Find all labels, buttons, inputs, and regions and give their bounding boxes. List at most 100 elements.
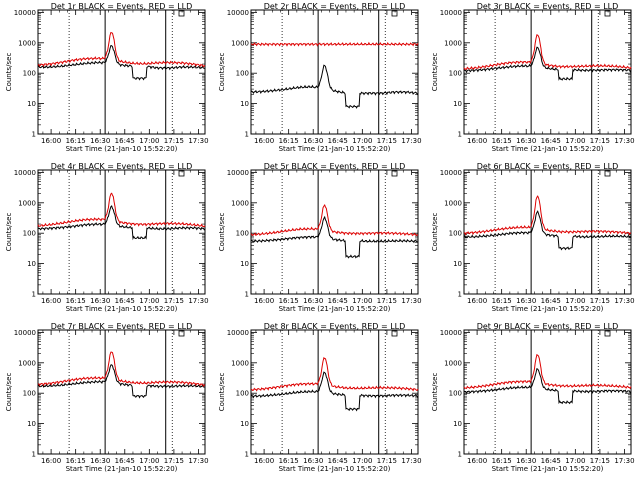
y-tick-label: 10 <box>453 100 462 108</box>
x-axis-label: Start Time (21-Jan-10 15:52:20) <box>279 145 391 153</box>
y-tick-label: 1 <box>458 451 462 459</box>
y-tick-label: 100 <box>236 230 249 238</box>
lld-series-line <box>250 41 419 47</box>
lld-series-line <box>250 356 419 392</box>
events-series-line <box>37 205 206 241</box>
y-tick-label: 1 <box>245 131 249 139</box>
x-axis-label: Start Time (21-Jan-10 15:52:20) <box>492 465 604 473</box>
x-tick-label: 16:30 <box>516 457 536 465</box>
x-tick-label: 16:30 <box>516 137 536 145</box>
y-tick-label: 100 <box>23 230 36 238</box>
x-tick-label: 16:15 <box>492 457 512 465</box>
detector-panel: Det 9r BLACK = Events, RED = LLD 1 10 100 10… <box>431 322 635 473</box>
y-tick-label: 1000 <box>444 199 462 207</box>
x-tick-label: 17:30 <box>614 137 634 145</box>
events-series-line <box>250 371 419 412</box>
x-tick-label: 16:00 <box>41 457 61 465</box>
chart-title: Det 5r BLACK = Events, RED = LLD <box>264 162 406 171</box>
x-tick-label: 17:00 <box>139 137 159 145</box>
x-tick-label: 16:45 <box>328 457 348 465</box>
plot-frame <box>37 9 206 135</box>
corner-marker <box>604 330 611 337</box>
x-tick-label: 16:15 <box>66 137 86 145</box>
x-tick-label: 17:30 <box>614 457 634 465</box>
y-tick-label: 1 <box>32 291 36 299</box>
x-tick-label: 17:00 <box>139 457 159 465</box>
x-tick-label: 16:45 <box>115 297 135 305</box>
detector-panel: Det 5r BLACK = Events, RED = LLD 1 10 100 10… <box>218 162 422 313</box>
y-tick-label: 1000 <box>231 359 249 367</box>
chart-title: Det 3r BLACK = Events, RED = LLD <box>477 2 619 11</box>
chart-title: Det 6r BLACK = Events, RED = LLD <box>477 162 619 171</box>
x-tick-label: 17:15 <box>377 137 397 145</box>
y-axis-label: Counts/sec <box>431 373 439 412</box>
x-tick-label: 16:45 <box>541 457 561 465</box>
y-tick-label: 10000 <box>227 329 249 337</box>
x-tick-label: 17:00 <box>565 457 585 465</box>
x-tick-label: 16:45 <box>541 297 561 305</box>
detector-panel: Det 4r BLACK = Events, RED = LLD 1 10 100 10… <box>5 162 209 313</box>
x-tick-label: 17:15 <box>164 137 184 145</box>
x-tick-label: 17:15 <box>377 457 397 465</box>
x-tick-label: 17:30 <box>188 137 208 145</box>
corner-marker <box>391 330 398 337</box>
x-tick-label: 17:15 <box>164 297 184 305</box>
x-tick-label: 17:30 <box>401 137 421 145</box>
x-tick-label: 16:45 <box>115 457 135 465</box>
y-axis-label: Counts/sec <box>218 373 226 412</box>
events-series-line <box>37 364 206 399</box>
plot-frame <box>250 169 419 295</box>
plot-frame <box>463 169 632 295</box>
x-axis-label: Start Time (21-Jan-10 15:52:20) <box>492 305 604 313</box>
x-tick-label: 16:00 <box>254 457 274 465</box>
x-tick-label: 16:45 <box>328 137 348 145</box>
detector-panel: Det 1r BLACK = Events, RED = LLD 1 10 100 10… <box>5 2 209 153</box>
y-tick-label: 100 <box>23 390 36 398</box>
y-tick-label: 100 <box>23 70 36 78</box>
lld-series-line <box>37 351 206 388</box>
y-tick-label: 100 <box>236 70 249 78</box>
events-series-line <box>463 210 632 251</box>
x-tick-label: 17:00 <box>352 457 372 465</box>
y-axis-label: Counts/sec <box>431 53 439 92</box>
y-axis-label: Counts/sec <box>218 53 226 92</box>
plot-frame <box>37 329 206 455</box>
x-tick-label: 16:15 <box>492 137 512 145</box>
y-tick-label: 10000 <box>14 9 36 17</box>
x-tick-label: 16:00 <box>467 457 487 465</box>
events-series-line <box>250 215 419 259</box>
corner-marker <box>178 10 185 17</box>
x-tick-label: 17:15 <box>590 297 610 305</box>
detector-panel: Det 2r BLACK = Events, RED = LLD 1 10 100 10… <box>218 2 422 153</box>
y-axis-label: Counts/sec <box>218 213 226 252</box>
lld-series-line <box>37 192 206 228</box>
y-tick-label: 10 <box>240 420 249 428</box>
y-tick-label: 100 <box>449 390 462 398</box>
x-tick-label: 17:30 <box>614 297 634 305</box>
x-tick-label: 16:45 <box>115 137 135 145</box>
x-tick-label: 17:30 <box>401 457 421 465</box>
detector-panel: Det 7r BLACK = Events, RED = LLD 1 10 100 10… <box>5 322 209 473</box>
corner-marker <box>178 170 185 177</box>
y-tick-label: 1 <box>245 291 249 299</box>
y-tick-label: 10 <box>27 420 36 428</box>
x-tick-label: 17:00 <box>352 137 372 145</box>
lld-series-line <box>463 195 632 236</box>
events-series-line <box>463 46 632 81</box>
x-tick-label: 16:45 <box>541 137 561 145</box>
x-tick-label: 16:30 <box>303 297 323 305</box>
y-axis-label: Counts/sec <box>5 53 13 92</box>
x-axis-label: Start Time (21-Jan-10 15:52:20) <box>492 145 604 153</box>
detector-panel: Det 6r BLACK = Events, RED = LLD 1 10 100 10… <box>431 162 635 313</box>
y-axis-label: Counts/sec <box>431 213 439 252</box>
y-tick-label: 100 <box>449 70 462 78</box>
y-tick-label: 1 <box>32 131 36 139</box>
x-tick-label: 16:15 <box>279 297 299 305</box>
y-tick-label: 10000 <box>14 169 36 177</box>
x-tick-label: 16:30 <box>90 137 110 145</box>
x-axis-label: Start Time (21-Jan-10 15:52:20) <box>279 305 391 313</box>
plot-frame <box>463 9 632 135</box>
y-tick-label: 1000 <box>18 39 36 47</box>
x-tick-label: 16:45 <box>328 297 348 305</box>
x-tick-label: 17:15 <box>590 457 610 465</box>
